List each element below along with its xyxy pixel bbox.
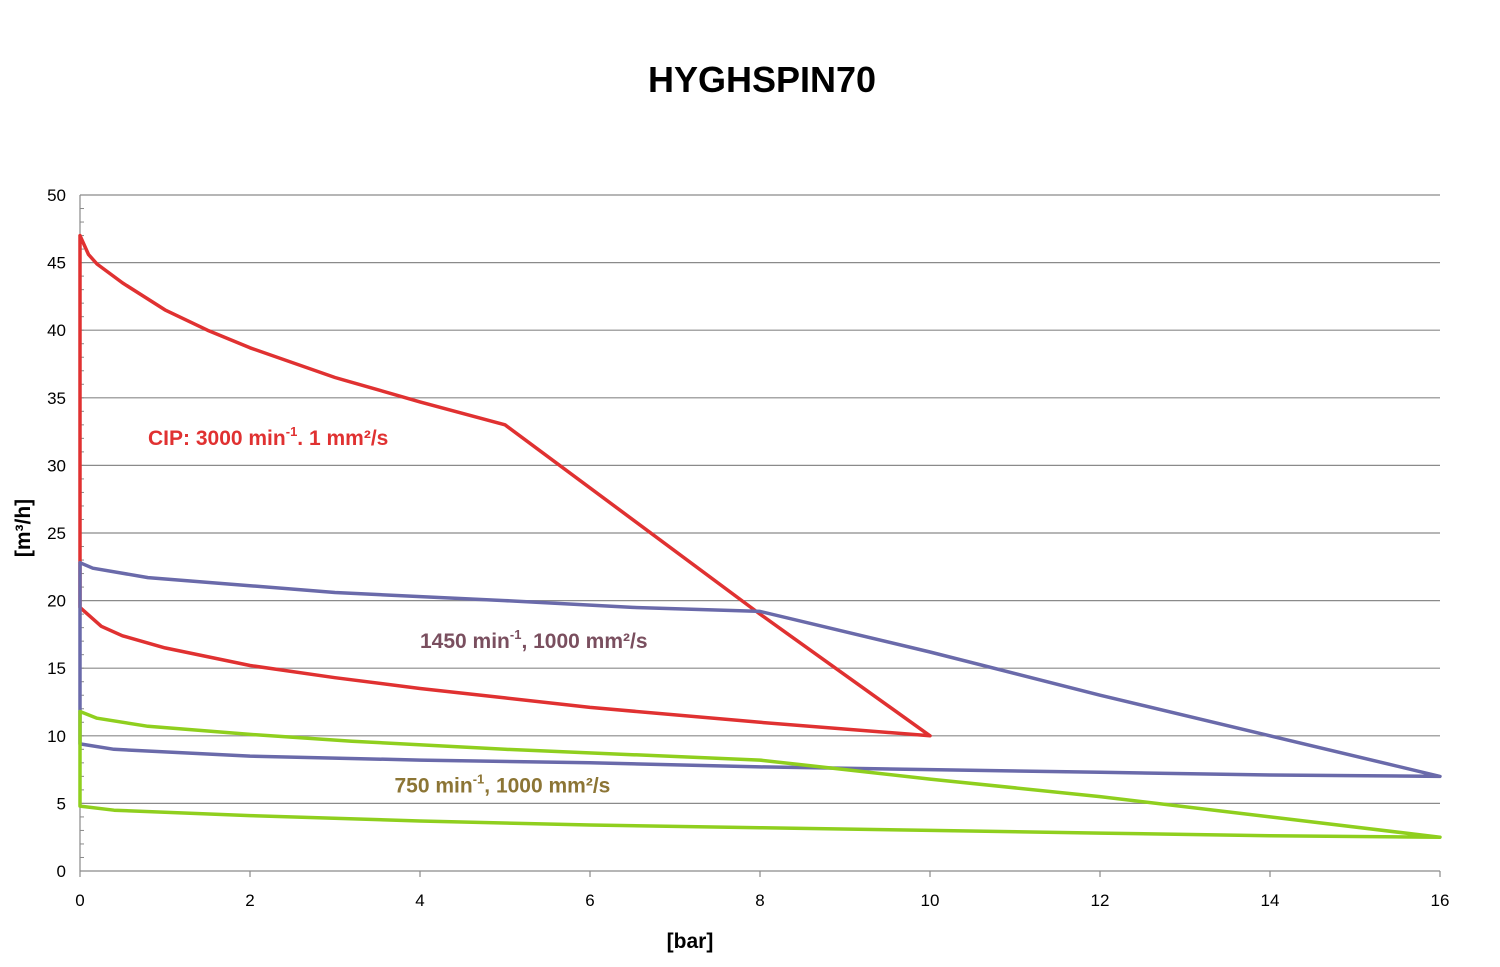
x-tick-label: 14: [1261, 891, 1280, 910]
series-line-2: [78, 709, 1442, 839]
series-line-1: [78, 560, 1442, 779]
y-tick-label: 0: [57, 862, 66, 881]
y-tick-label: 20: [47, 592, 66, 611]
x-tick-label: 2: [245, 891, 254, 910]
x-tick-label: 12: [1091, 891, 1110, 910]
chart-title: HYGHSPIN70: [648, 59, 876, 100]
x-tick-label: 10: [921, 891, 940, 910]
y-tick-label: 45: [47, 254, 66, 273]
annotation-cip: CIP: 3000 min-1. 1 mm²/s: [148, 424, 388, 450]
x-tick-label: 16: [1431, 891, 1450, 910]
gridlines: [80, 194, 1440, 872]
series-line-0: [78, 233, 932, 738]
x-tick-label: 6: [585, 891, 594, 910]
y-tick-label: 5: [57, 794, 66, 813]
annotation-mid: 1450 min-1, 1000 mm²/s: [420, 627, 648, 653]
series-group: [78, 233, 1442, 839]
annotation-low: 750 min-1, 1000 mm²/s: [395, 772, 611, 798]
y-tick-label: 40: [47, 321, 66, 340]
y-tick-label: 30: [47, 456, 66, 475]
y-tick-label: 15: [47, 659, 66, 678]
x-tick-label: 4: [415, 891, 424, 910]
y-tick-label: 10: [47, 727, 66, 746]
x-tick-label: 0: [75, 891, 84, 910]
y-tick-label: 50: [47, 186, 66, 205]
axes: 0 5 10 15 20 25 30 35 40 45 50 0 2 4 6 8 10 12 14 16: [47, 186, 1449, 910]
x-tick-label: 8: [755, 891, 764, 910]
y-tick-label: 25: [47, 524, 66, 543]
y-axis-label: [m³/h]: [12, 499, 35, 557]
x-axis-label: [bar]: [667, 930, 714, 953]
annotations: CIP: 3000 min-1. 1 mm²/s 1450 min-1, 1000…: [148, 424, 648, 797]
y-tick-label: 35: [47, 389, 66, 408]
